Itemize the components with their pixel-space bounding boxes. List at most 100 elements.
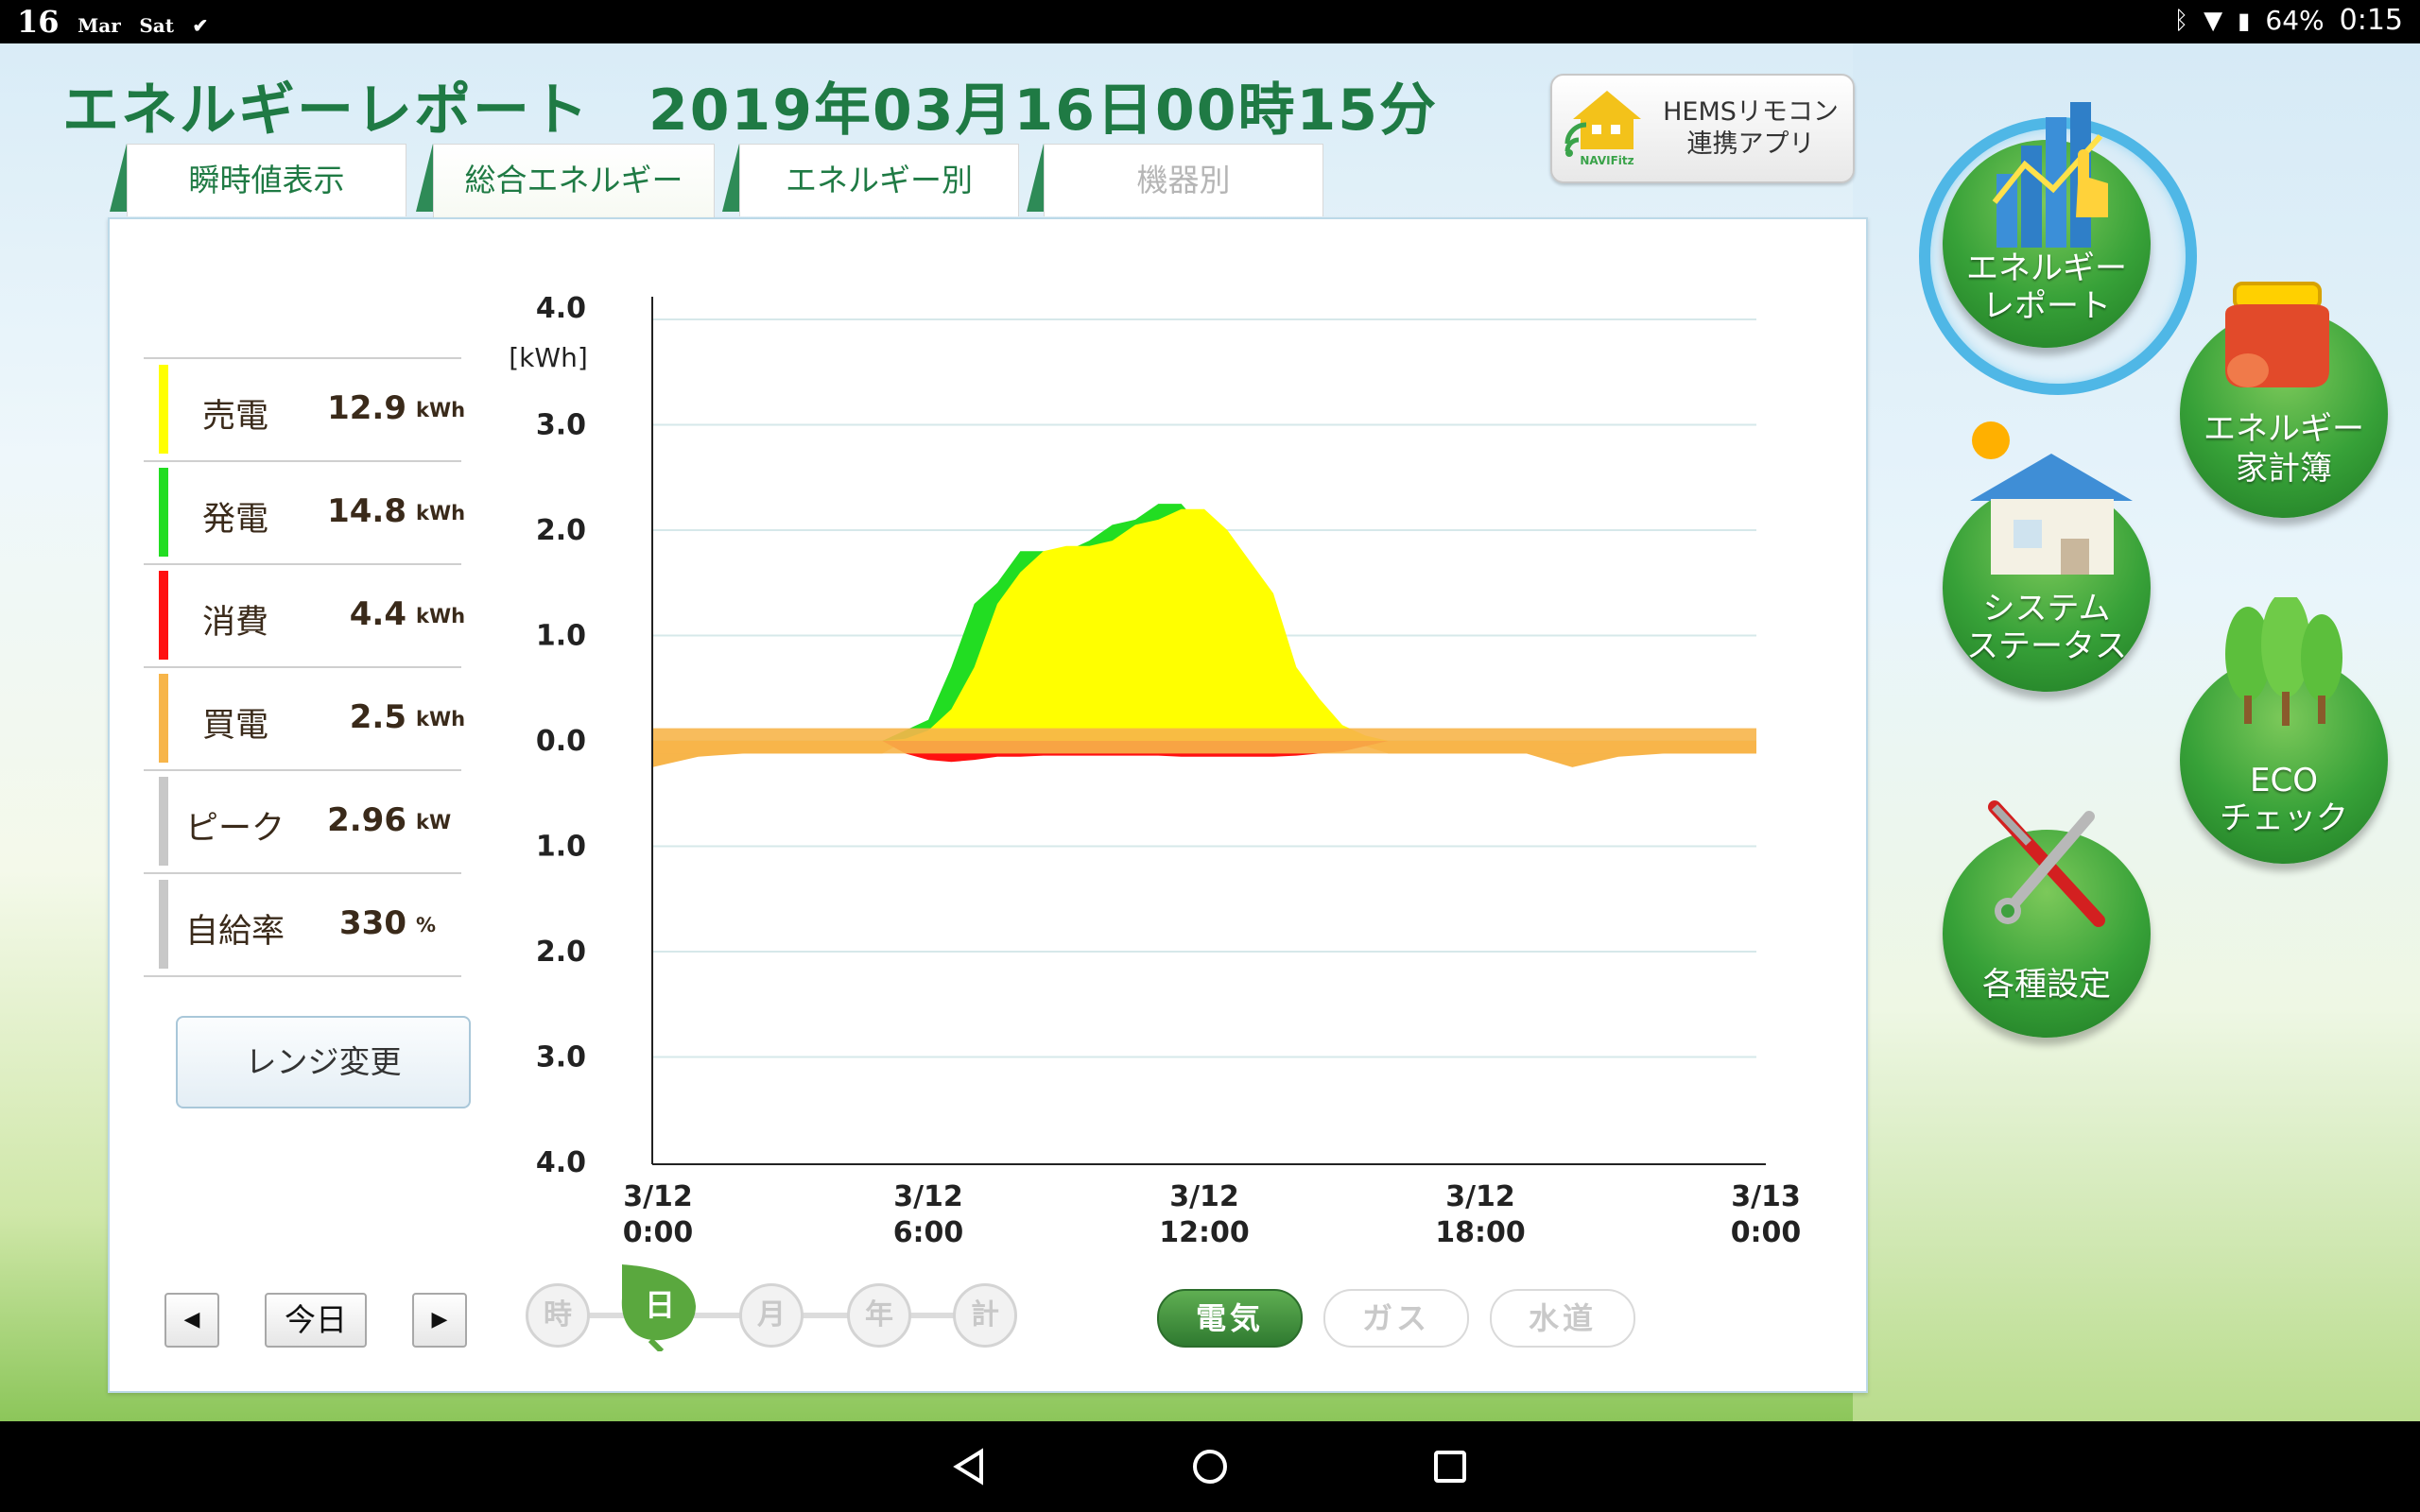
tab-flag bbox=[416, 144, 433, 212]
summary-row-sell: 売電 12.9 kWh bbox=[144, 357, 466, 462]
x-tick-date: 3/12 bbox=[893, 1180, 963, 1213]
baseline-band bbox=[652, 728, 1756, 754]
next-day-button[interactable]: ▶ bbox=[412, 1293, 467, 1348]
today-button[interactable]: 今日 bbox=[265, 1293, 367, 1348]
x-tick-date: 3/12 bbox=[1169, 1180, 1239, 1213]
tab-flag bbox=[722, 144, 739, 212]
tab-flag bbox=[110, 144, 127, 212]
page-title: エネルギーレポート 2019年03月16日00時15分 bbox=[62, 77, 1438, 144]
android-nav-bar bbox=[0, 1421, 2420, 1512]
menu-eco-check[interactable]: ECO チェック bbox=[2180, 656, 2388, 864]
tab-by-energy[interactable]: エネルギー別 bbox=[739, 144, 1019, 216]
menu-label: 各種設定 bbox=[1982, 966, 2111, 1004]
y-tick-label: 2.0 bbox=[536, 514, 586, 547]
x-tick-date: 3/12 bbox=[623, 1180, 693, 1213]
energy-chart: [kWh] 4.03.02.01.00.01.02.03.04.0 3/120:… bbox=[509, 292, 1802, 1249]
menu-label: ECO bbox=[2250, 762, 2318, 799]
x-tick-date: 3/12 bbox=[1445, 1180, 1515, 1213]
hems-remote-app-button[interactable]: NAVIFitz HEMSリモコン 連携アプリ bbox=[1550, 74, 1855, 183]
legend-swatch bbox=[159, 468, 168, 557]
legend-swatch bbox=[159, 674, 168, 763]
summary-value: 2.96 bbox=[327, 801, 406, 839]
recents-icon[interactable] bbox=[1433, 1450, 1467, 1484]
purse-icon bbox=[2225, 282, 2329, 387]
y-tick-label: 3.0 bbox=[536, 1041, 586, 1074]
tools-icon bbox=[1988, 800, 2105, 927]
status-month: Mar bbox=[78, 14, 121, 37]
battery-icon: ▮ bbox=[2238, 7, 2251, 34]
solar-house-icon bbox=[1970, 421, 2133, 575]
summary-value: 4.4 bbox=[349, 595, 406, 633]
battery-level: 64% bbox=[2265, 5, 2325, 36]
menu-label: システム bbox=[1982, 590, 2111, 627]
summary-unit: kW bbox=[416, 811, 452, 833]
y-tick-label: 0.0 bbox=[536, 725, 586, 758]
tab-by-device[interactable]: 機器別 bbox=[1044, 144, 1323, 216]
report-panel bbox=[108, 217, 1868, 1393]
leaf-icon bbox=[621, 1264, 696, 1354]
summary-unit: kWh bbox=[416, 708, 466, 730]
y-tick-label: 4.0 bbox=[536, 292, 586, 325]
y-tick-label: 2.0 bbox=[536, 936, 586, 969]
status-day: 16 bbox=[17, 4, 60, 40]
x-tick-date: 3/13 bbox=[1731, 1180, 1801, 1213]
summary-legend: 売電 12.9 kWh 発電 14.8 kWh 消費 4.4 kWh 買電 2.… bbox=[144, 357, 466, 977]
legend-swatch bbox=[159, 571, 168, 660]
summary-label: 自給率 bbox=[185, 913, 285, 951]
summary-row-generation: 発電 14.8 kWh bbox=[144, 462, 466, 565]
menu-label: エネルギー bbox=[2204, 410, 2364, 448]
status-bar: 16 Mar Sat ✔ ᛒ ▼ ▮ 64% 0:15 bbox=[0, 0, 2420, 43]
utility-electricity-button[interactable]: 電気 bbox=[1157, 1289, 1303, 1348]
summary-label: ピーク bbox=[185, 810, 285, 848]
range-change-button[interactable]: レンジ変更 bbox=[176, 1016, 471, 1108]
hems-button-line2: 連携アプリ bbox=[1686, 129, 1815, 159]
summary-label: 消費 bbox=[202, 604, 269, 642]
summary-value: 14.8 bbox=[327, 492, 406, 530]
summary-unit: % bbox=[416, 914, 437, 936]
summary-row-peak: ピーク 2.96 kW bbox=[144, 771, 461, 874]
summary-value: 2.5 bbox=[349, 698, 406, 736]
menu-settings[interactable]: 各種設定 bbox=[1943, 830, 2151, 1038]
clock: 0:15 bbox=[2339, 4, 2403, 37]
bluetooth-icon: ᛒ bbox=[2173, 6, 2189, 35]
period-total[interactable]: 計 bbox=[953, 1283, 1017, 1348]
x-tick-time: 12:00 bbox=[1159, 1216, 1250, 1249]
chart-areas bbox=[652, 504, 1756, 767]
previous-day-button[interactable]: ◀ bbox=[164, 1293, 219, 1348]
period-hour[interactable]: 時 bbox=[526, 1283, 590, 1348]
legend-swatch bbox=[159, 777, 168, 866]
utility-water-button[interactable]: 水道 bbox=[1490, 1289, 1635, 1348]
status-weekday: Sat bbox=[139, 14, 174, 37]
x-tick-time: 6:00 bbox=[893, 1216, 964, 1249]
y-axis-unit: [kWh] bbox=[509, 342, 588, 373]
bar-chart-hand-icon bbox=[1992, 102, 2108, 248]
summary-unit: kWh bbox=[416, 399, 466, 421]
y-tick-label: 1.0 bbox=[536, 620, 586, 653]
hems-button-line1: HEMSリモコン bbox=[1663, 97, 1839, 127]
summary-row-consumption: 消費 4.4 kWh bbox=[144, 565, 465, 668]
y-tick-label: 4.0 bbox=[536, 1146, 586, 1179]
period-year[interactable]: 年 bbox=[847, 1283, 911, 1348]
tab-instant-values[interactable]: 瞬時値表示 bbox=[127, 144, 406, 216]
menu-label: レポート bbox=[1982, 287, 2111, 325]
period-month[interactable]: 月 bbox=[739, 1283, 804, 1348]
series-area-sell bbox=[652, 508, 1756, 741]
y-tick-label: 3.0 bbox=[536, 409, 586, 442]
navifitz-logo-text: NAVIFitz bbox=[1580, 154, 1634, 167]
summary-value: 12.9 bbox=[327, 389, 406, 427]
summary-label: 買電 bbox=[202, 707, 269, 745]
summary-unit: kWh bbox=[416, 502, 466, 524]
menu-label: エネルギー bbox=[1966, 249, 2127, 287]
summary-value: 330 bbox=[339, 904, 406, 942]
utility-gas-button[interactable]: ガス bbox=[1323, 1289, 1469, 1348]
home-icon[interactable] bbox=[1191, 1448, 1229, 1486]
period-day[interactable]: 日 bbox=[614, 1257, 705, 1354]
period-day-label: 日 bbox=[644, 1287, 675, 1323]
x-tick-labels: 3/120:003/126:003/1212:003/1218:003/130:… bbox=[623, 1180, 1802, 1249]
menu-label: ステータス bbox=[1966, 627, 2127, 665]
x-tick-time: 0:00 bbox=[623, 1216, 694, 1249]
wifi-icon: ▼ bbox=[2204, 6, 2223, 35]
menu-label: 家計簿 bbox=[2236, 450, 2332, 488]
back-icon[interactable] bbox=[951, 1448, 989, 1486]
summary-label: 売電 bbox=[202, 398, 269, 436]
